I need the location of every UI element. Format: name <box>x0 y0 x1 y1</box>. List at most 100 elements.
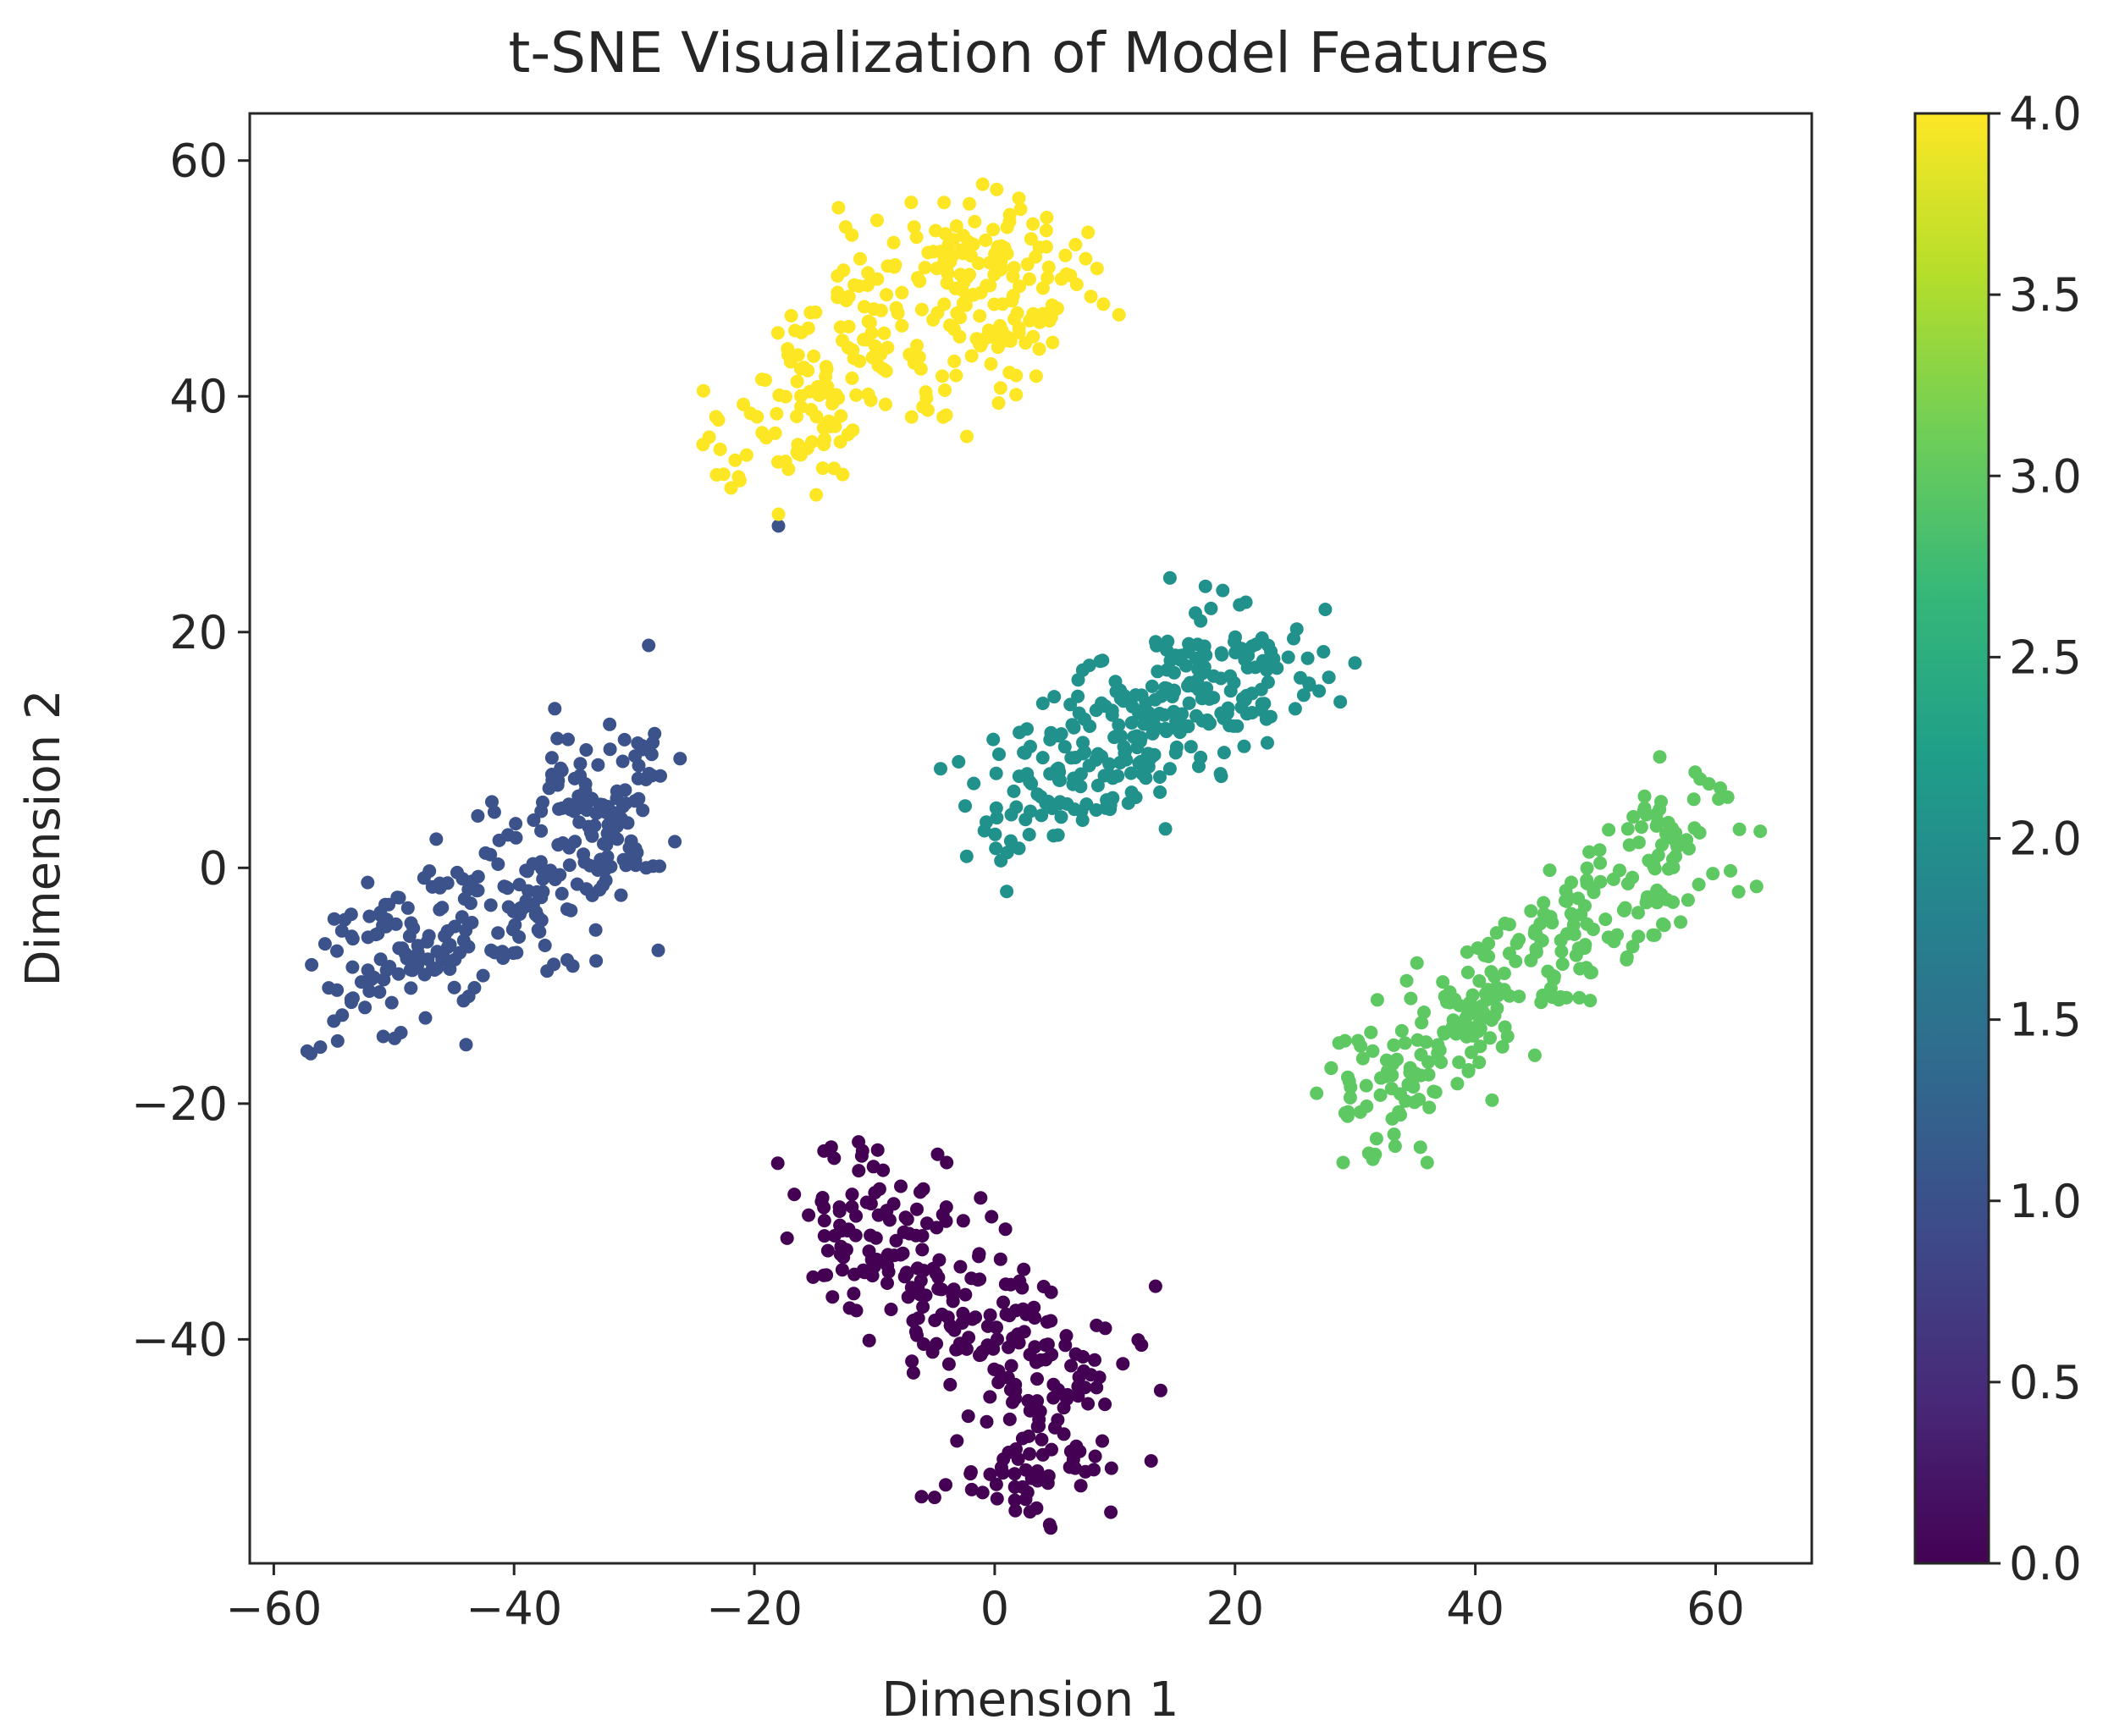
scatter-point <box>1459 1011 1473 1025</box>
scatter-point <box>1654 795 1668 809</box>
scatter-point <box>603 742 617 757</box>
scatter-point <box>857 333 871 347</box>
scatter-point <box>1572 990 1587 1005</box>
scatter-point <box>771 507 786 521</box>
scatter-point <box>991 1332 1004 1347</box>
scatter-point <box>1296 688 1311 703</box>
scatter-point <box>492 833 506 847</box>
scatter-point <box>1096 1434 1109 1448</box>
scatter-point <box>1074 1479 1088 1493</box>
scatter-point <box>886 1197 901 1211</box>
scatter-point <box>1587 885 1601 900</box>
scatter-point <box>1104 1505 1118 1519</box>
scatter-point <box>362 984 377 998</box>
scatter-point <box>1088 1353 1101 1367</box>
scatter-point <box>1000 846 1014 860</box>
scatter-point <box>1117 740 1131 754</box>
scatter-point <box>1054 810 1068 824</box>
scatter-point <box>1093 654 1107 669</box>
scatter-point <box>917 1264 931 1278</box>
scatter-point <box>939 1214 953 1228</box>
scatter-point <box>1007 1480 1022 1494</box>
scatter-point <box>949 368 963 383</box>
scatter-point <box>1465 1045 1478 1060</box>
scatter-point <box>1024 740 1037 753</box>
scatter-point <box>1022 1577 1035 1590</box>
scatter-point <box>940 1155 954 1170</box>
scatter-point <box>910 1328 924 1342</box>
scatter-point <box>1554 945 1569 959</box>
scatter-point <box>805 435 819 449</box>
scatter-point <box>635 739 649 752</box>
scatter-point <box>1116 1357 1130 1371</box>
scatter-point <box>838 220 853 234</box>
scatter-point <box>1512 989 1526 1004</box>
scatter-point <box>1029 1501 1044 1515</box>
scatter-point <box>459 923 473 938</box>
scatter-point <box>1281 650 1295 664</box>
scatter-point <box>771 519 786 533</box>
scatter-point <box>1537 896 1551 910</box>
scatter-point <box>1686 792 1701 807</box>
scatter-point <box>1607 934 1621 949</box>
scatter-point <box>418 1011 433 1025</box>
scatter-point <box>1388 1139 1402 1154</box>
scatter-point <box>1626 810 1641 824</box>
scatter-point <box>927 1491 941 1505</box>
scatter-point <box>909 230 924 245</box>
scatter-point <box>993 381 1007 395</box>
scatter-point <box>1631 929 1646 944</box>
scatter-point <box>1245 706 1259 719</box>
scatter-point <box>615 754 630 769</box>
scatter-point <box>534 824 549 838</box>
scatter-point <box>1399 973 1414 988</box>
scatter-point <box>817 1268 831 1282</box>
scatter-point <box>1631 835 1646 850</box>
colorbar-tick-label: 4.0 <box>2009 87 2082 141</box>
scatter-point <box>417 967 432 982</box>
scatter-point <box>961 1409 975 1424</box>
scatter-point <box>1414 1068 1428 1083</box>
scatter-point <box>560 953 574 967</box>
scatter-point <box>1355 1051 1370 1066</box>
scatter-point <box>512 878 527 892</box>
scatter-point <box>1153 1383 1167 1397</box>
scatter-point <box>1182 696 1196 710</box>
y-axis: −40 −20 0 20 40 60 <box>131 135 250 1366</box>
scatter-point <box>989 841 1003 856</box>
scatter-point <box>330 983 345 997</box>
scatter-point <box>759 373 772 387</box>
scatter-point <box>930 1221 944 1235</box>
scatter-point <box>996 333 1011 348</box>
scatter-point <box>589 807 604 820</box>
scatter-point <box>980 1414 994 1429</box>
x-tick-label: 40 <box>1446 1582 1504 1635</box>
scatter-point <box>1495 1039 1510 1054</box>
scatter-point <box>1637 789 1652 803</box>
scatter-point <box>1163 653 1178 668</box>
scatter-point <box>1692 878 1706 891</box>
scatter-point <box>871 1208 886 1222</box>
scatter-point <box>1148 1279 1162 1293</box>
scatter-point <box>1044 1285 1058 1299</box>
scatter-point <box>1000 885 1014 899</box>
x-tick-label: −20 <box>706 1582 803 1635</box>
scatter-point <box>395 941 410 956</box>
scatter-point <box>936 369 949 383</box>
scatter-point <box>1076 747 1090 761</box>
scatter-point <box>1030 1474 1045 1488</box>
scatter-point <box>364 973 378 987</box>
scatter-point <box>963 249 978 263</box>
scatter-point <box>1484 965 1499 979</box>
colorbar-tick-label: 0.0 <box>2009 1537 2082 1590</box>
scatter-point <box>862 1265 876 1279</box>
scatter-point <box>1724 863 1737 878</box>
scatter-point <box>534 913 549 928</box>
scatter-point <box>476 968 490 983</box>
scatter-point <box>465 874 479 889</box>
scatter-point <box>1022 1429 1036 1443</box>
scatter-point <box>937 297 952 311</box>
scatter-point <box>1230 719 1245 733</box>
scatter-point <box>1158 822 1173 836</box>
